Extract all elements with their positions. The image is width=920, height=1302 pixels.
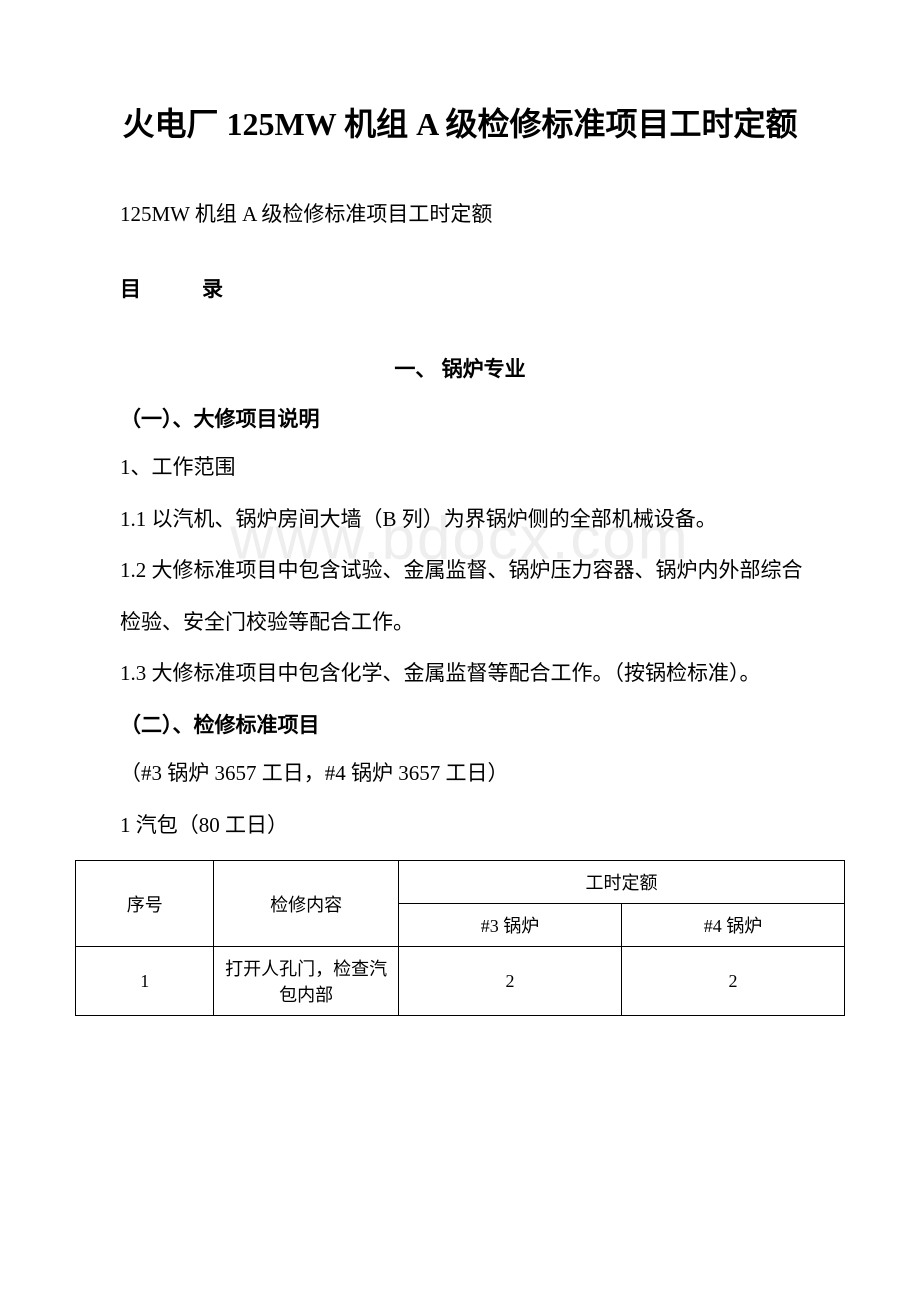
quota-table: 序号 检修内容 工时定额 #3 锅炉 #4 锅炉 1 打开人孔门，检查汽包内部 …: [75, 860, 845, 1016]
cell-val4: 2: [621, 947, 844, 1016]
item-1-2: 1.2 大修标准项目中包含试验、金属监督、锅炉压力容器、锅炉内外部综合: [75, 554, 845, 588]
section-1-heading: 一、 锅炉专业: [75, 353, 845, 383]
item-1-2-text: 1.2 大修标准项目中包含试验、金属监督、锅炉压力容器、锅炉内外部综合: [120, 558, 803, 582]
cell-val3: 2: [398, 947, 621, 1016]
item-1-1: 1.1 以汽机、锅炉房间大墙（B 列）为界锅炉侧的全部机械设备。: [75, 503, 845, 537]
header-seq: 序号: [76, 861, 214, 947]
header-content: 检修内容: [214, 861, 399, 947]
item-1: 1、工作范围: [120, 451, 845, 485]
subtitle: 125MW 机组 A 级检修标准项目工时定额: [120, 198, 845, 228]
cell-content: 打开人孔门，检查汽包内部: [214, 947, 399, 1016]
toc-label: 目 录: [120, 273, 845, 303]
table-row: 1 打开人孔门，检查汽包内部 2 2: [76, 947, 845, 1016]
item-1-3: 1.3 大修标准项目中包含化学、金属监督等配合工作。（按锅检标准）。: [75, 657, 845, 691]
item-1-1-text: 1.1 以汽机、锅炉房间大墙（B 列）为界锅炉侧的全部机械设备。: [120, 507, 717, 531]
document-content: 火电厂 125MW 机组 A 级检修标准项目工时定额 125MW 机组 A 级检…: [75, 100, 845, 1016]
subsection-2-note: （#3 锅炉 3657 工日，#4 锅炉 3657 工日）: [120, 757, 845, 791]
subsection-2-item1: 1 汽包（80 工日）: [120, 809, 845, 843]
header-boiler4: #4 锅炉: [621, 904, 844, 947]
header-boiler3: #3 锅炉: [398, 904, 621, 947]
header-quota: 工时定额: [398, 861, 844, 904]
main-title: 火电厂 125MW 机组 A 级检修标准项目工时定额: [75, 100, 845, 148]
item-1-3-text: 1.3 大修标准项目中包含化学、金属监督等配合工作。（按锅检标准）。: [120, 661, 761, 685]
subsection-2-heading: （二）、检修标准项目: [120, 709, 845, 739]
subsection-1-heading: （一）、大修项目说明: [120, 403, 845, 433]
cell-seq: 1: [76, 947, 214, 1016]
table-header-row-1: 序号 检修内容 工时定额: [76, 861, 845, 904]
item-1-2b: 检验、安全门校验等配合工作。: [120, 606, 845, 640]
